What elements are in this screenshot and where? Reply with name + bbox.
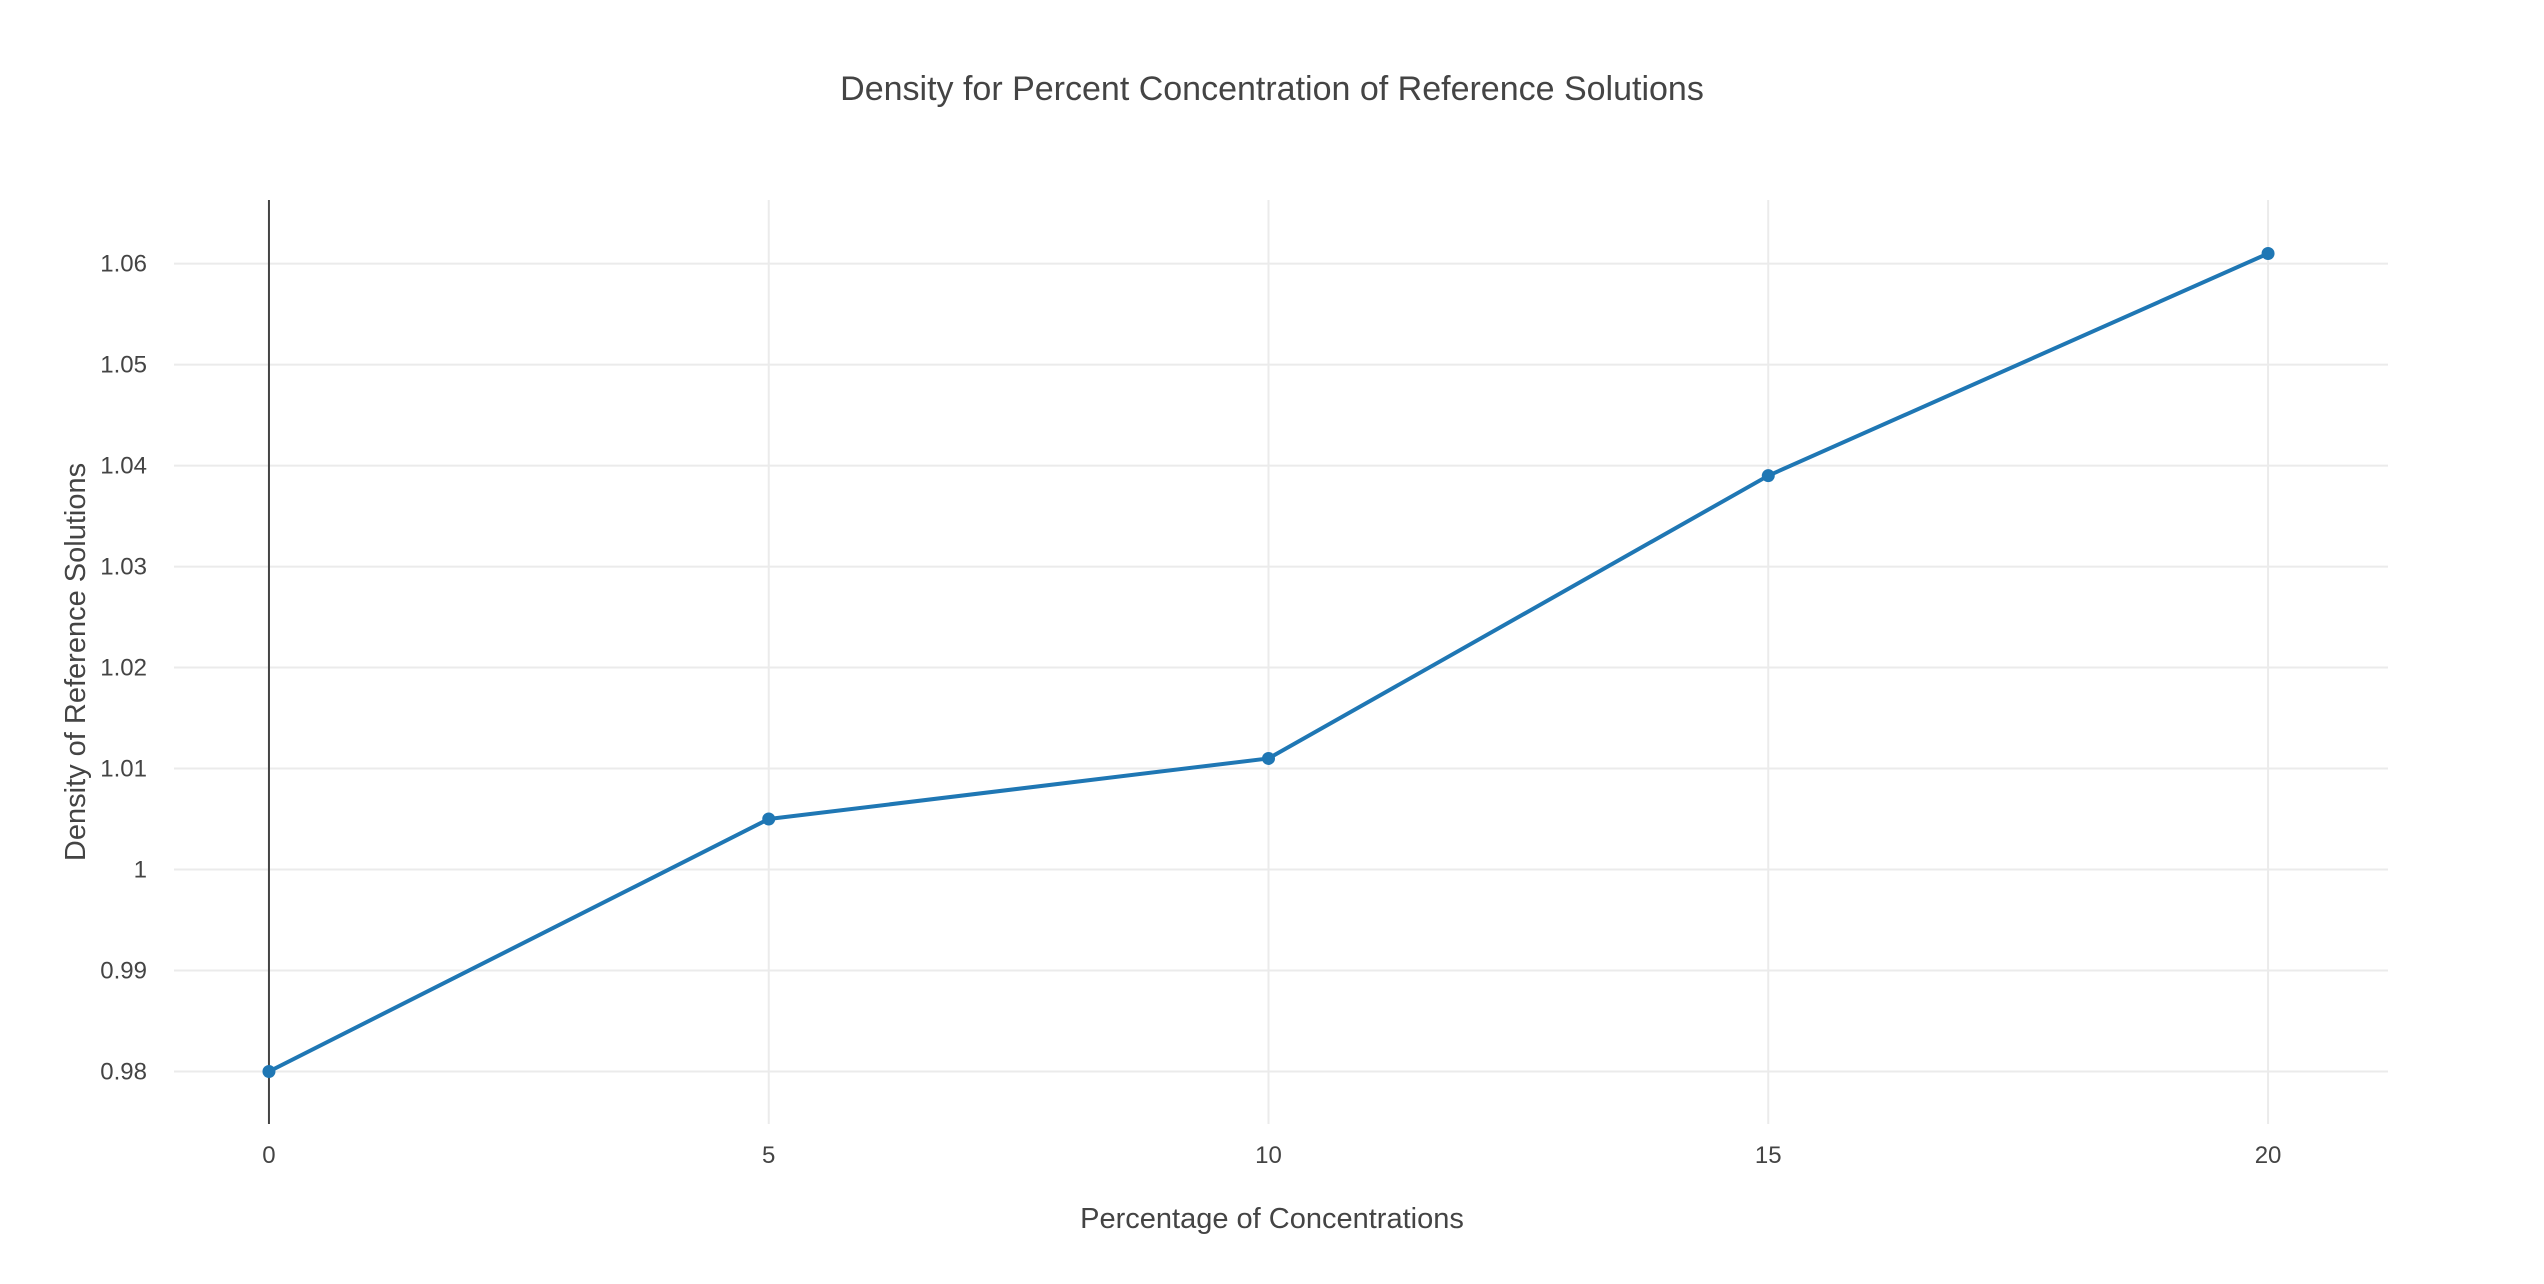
y-tick-label: 0.98 <box>100 1058 147 1085</box>
series-layer <box>262 247 2275 1078</box>
x-tick-label: 20 <box>2255 1142 2282 1169</box>
x-axis-title: Percentage of Concentrations <box>1080 1203 1464 1235</box>
y-tick-label: 1.06 <box>100 251 147 278</box>
y-tick-label: 1.05 <box>100 352 147 379</box>
y-tick-label: 1.04 <box>100 453 147 480</box>
data-point <box>1761 469 1775 483</box>
data-point <box>762 812 776 826</box>
data-point <box>1262 751 1276 765</box>
data-point <box>262 1064 276 1078</box>
y-tick-label: 1.01 <box>100 756 147 783</box>
y-tick-label: 0.99 <box>100 958 147 985</box>
grid-layer <box>174 200 2388 1124</box>
x-tick-label: 15 <box>1755 1142 1782 1169</box>
y-axis-title: Density of Reference Solutions <box>60 463 92 861</box>
chart-title: Density for Percent Concentration of Ref… <box>840 70 1704 108</box>
data-point <box>2261 247 2275 261</box>
x-tick-label: 10 <box>1255 1142 1282 1169</box>
x-tick-label: 5 <box>762 1142 775 1169</box>
y-tick-label: 1 <box>134 857 147 884</box>
y-tick-label: 1.02 <box>100 655 147 682</box>
x-tick-label: 0 <box>262 1142 275 1169</box>
tick-layer: 0.98 0.99 1 1.01 1.02 1.03 1.04 1.05 1.06 0 5 10 15 2… <box>100 251 2281 1169</box>
y-tick-label: 1.03 <box>100 554 147 581</box>
